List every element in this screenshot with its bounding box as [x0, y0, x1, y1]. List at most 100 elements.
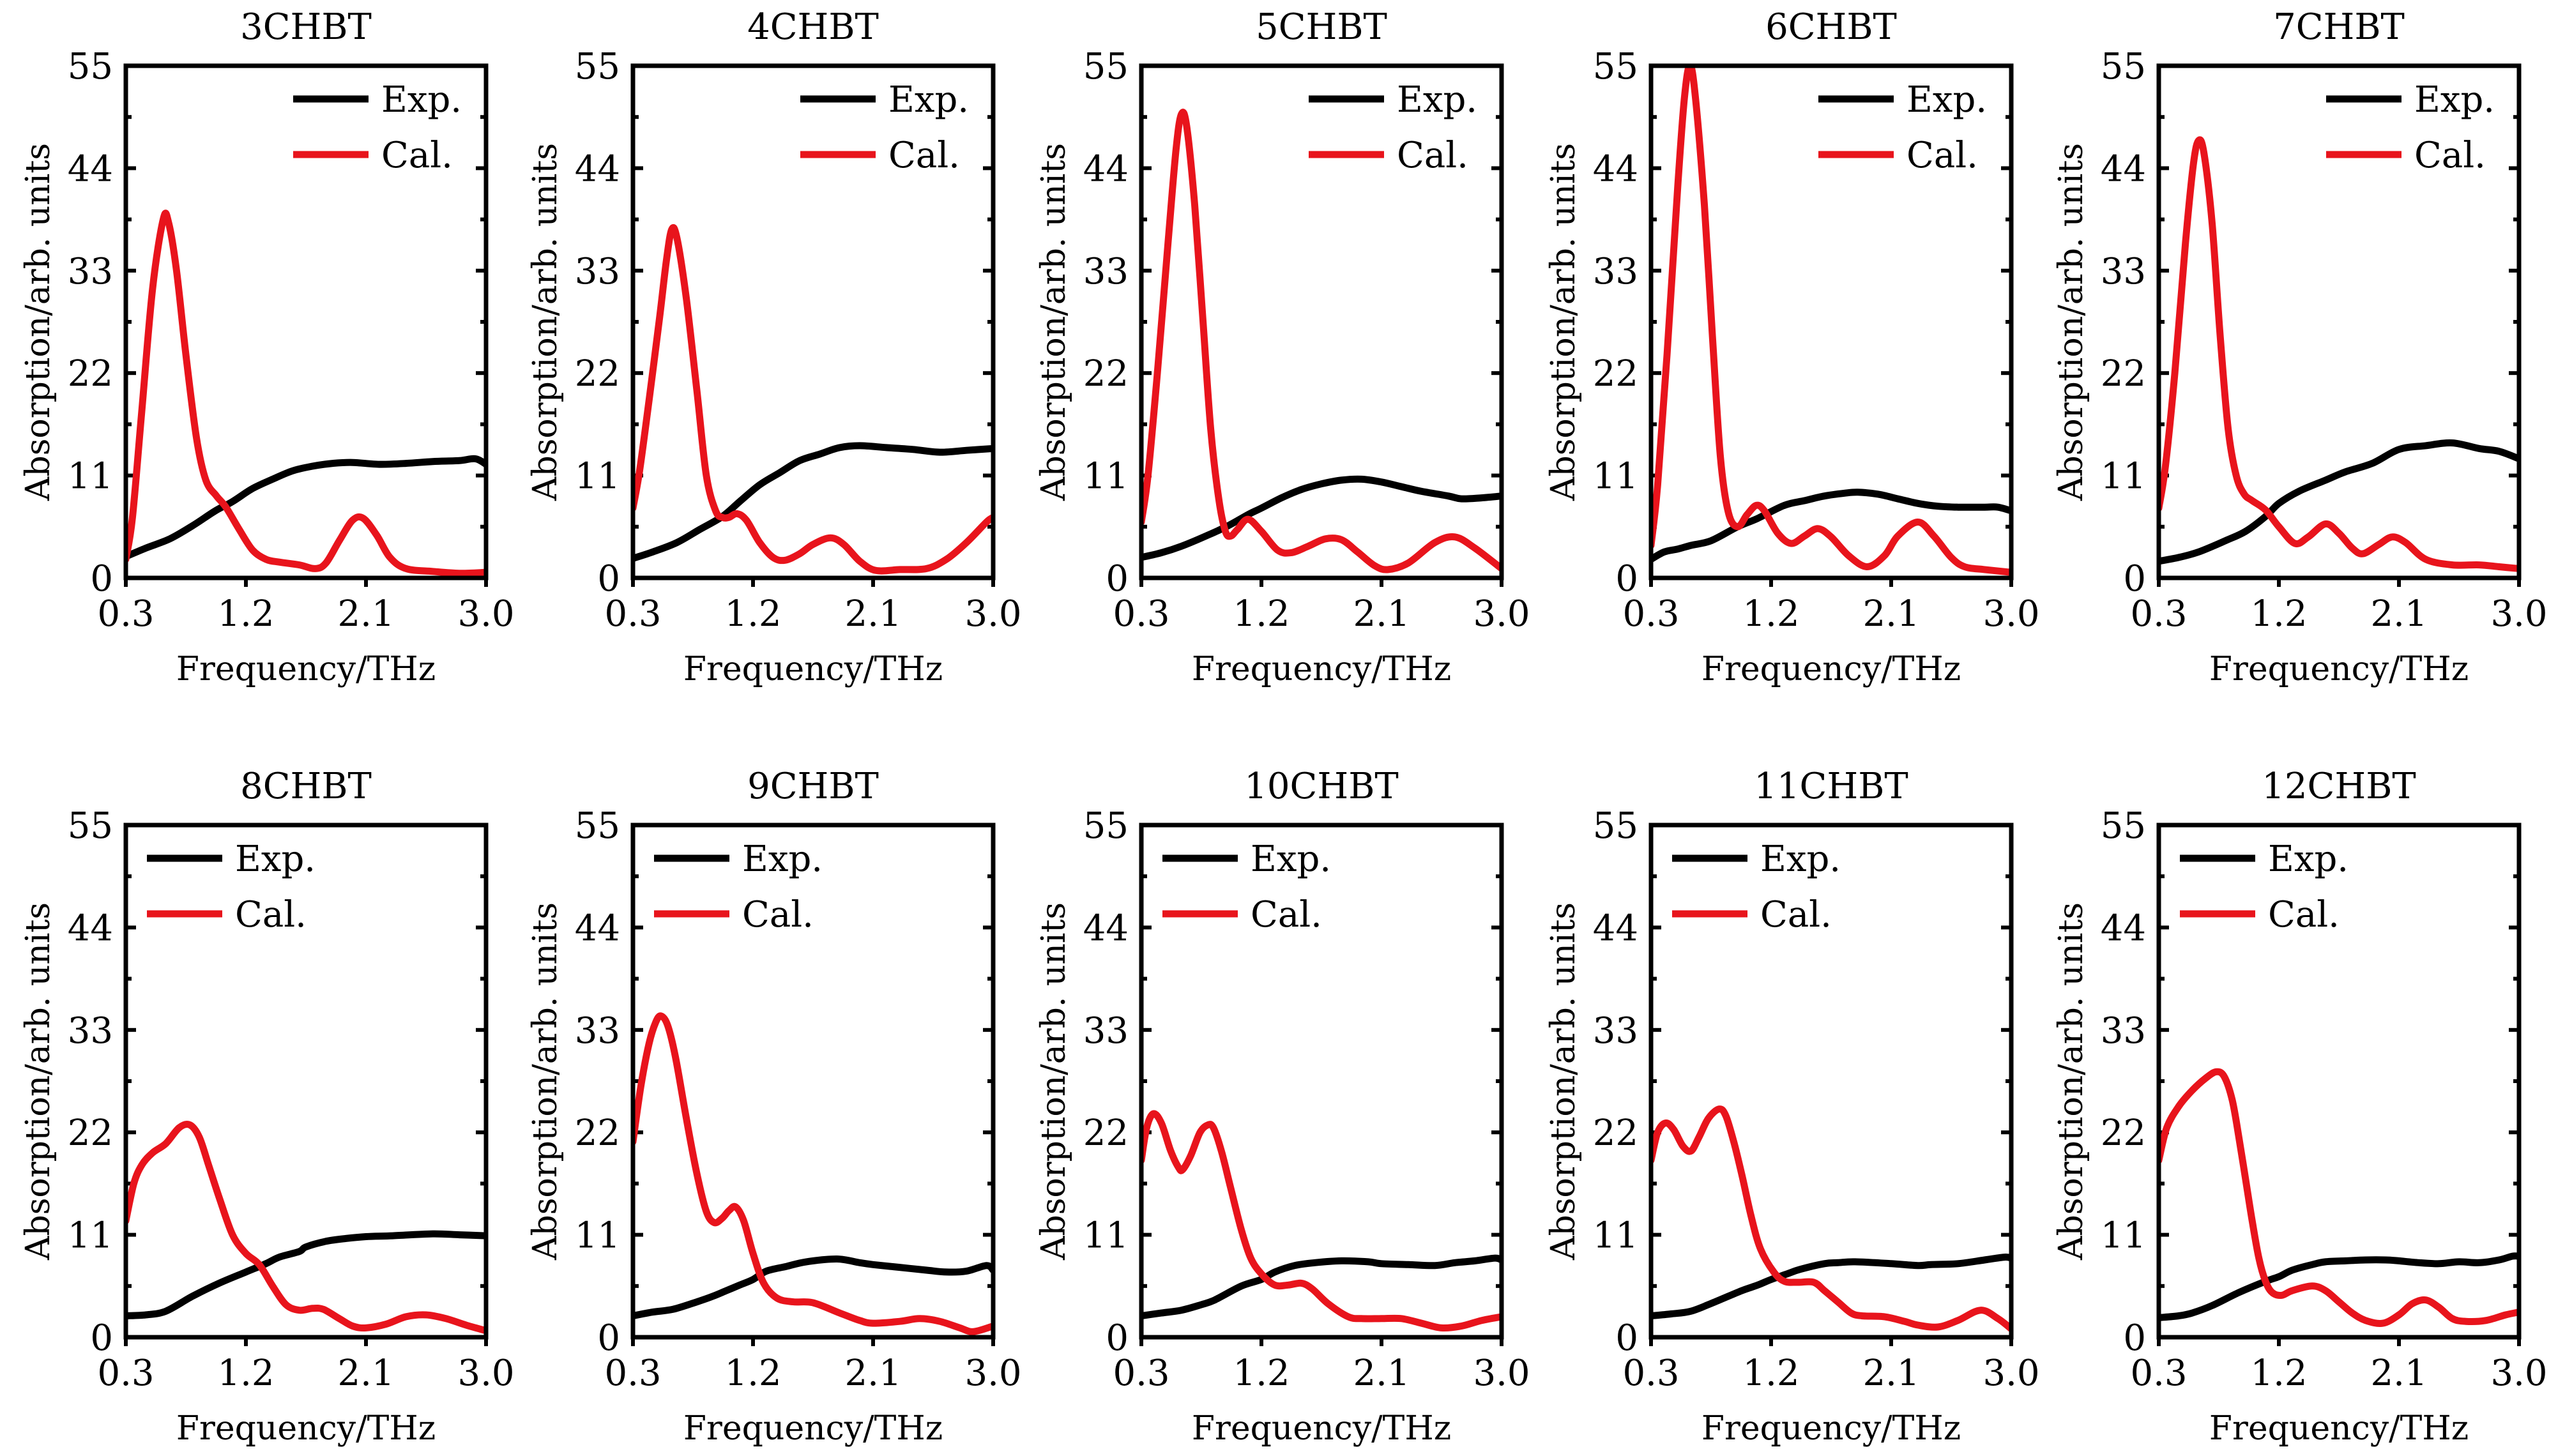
y-tick-label: 44	[575, 148, 620, 190]
y-tick-label: 11	[68, 456, 113, 497]
y-tick-label: 55	[2101, 805, 2146, 847]
x-tick-label: 0.3	[1622, 1353, 1679, 1394]
y-tick-label: 44	[575, 907, 620, 949]
x-tick-label: 0.3	[1113, 1353, 1169, 1394]
series-line-exp	[1141, 475, 1502, 561]
x-tick-label: 2.1	[1353, 593, 1410, 635]
y-tick-label: 44	[1083, 148, 1129, 190]
series-line-cal	[633, 224, 993, 575]
x-tick-label: 2.1	[1353, 1353, 1410, 1394]
y-tick-label: 33	[2101, 1010, 2146, 1052]
legend: Exp. Cal.	[1309, 79, 1477, 176]
legend-label-exp: Exp.	[888, 79, 969, 121]
x-tick-label: 1.2	[1233, 593, 1290, 635]
y-tick-label: 55	[2101, 46, 2146, 87]
panel-3chbt: 3CHBT 0 11 22 33 44 55 0.3 1.2 2.1 3.0 Frequency/TH…	[19, 6, 515, 688]
legend: Exp. Cal.	[2180, 838, 2348, 936]
panel-4chbt: 4CHBT 0 11 22 33 44 55 0.3 1.2 2.1 3.0 Frequency/TH…	[526, 6, 1022, 688]
series-line-exp	[126, 1230, 486, 1319]
y-tick-label: 33	[1083, 1010, 1129, 1052]
plot-area	[1141, 109, 1502, 573]
x-axis-label: Frequency/THz	[683, 1409, 943, 1448]
x-tick-label: 2.1	[2370, 593, 2427, 635]
x-tick-label: 1.2	[724, 1353, 781, 1394]
legend-label-cal: Cal.	[1907, 135, 1978, 176]
y-tick-label: 44	[68, 907, 113, 949]
axes-frame	[1139, 63, 1504, 580]
legend: Exp. Cal.	[1162, 838, 1331, 936]
y-tick-label: 0	[90, 558, 113, 600]
x-tick-label: 2.1	[844, 1353, 901, 1394]
panel-5chbt: 5CHBT 0 11 22 33 44 55 0.3 1.2 2.1 3.0 Frequency/TH…	[1035, 6, 1530, 688]
y-tick-label: 11	[2101, 456, 2146, 497]
y-axis-label: Absorption/arb. units	[2052, 902, 2090, 1261]
legend: Exp. Cal.	[293, 79, 462, 176]
y-tick-label: 55	[1083, 805, 1129, 847]
y-tick-label: 11	[575, 456, 620, 497]
x-axis-label: Frequency/THz	[1701, 650, 1961, 688]
y-tick-label: 22	[1593, 353, 1638, 395]
legend-label-exp: Exp.	[742, 838, 823, 880]
y-tick-label: 33	[1083, 251, 1129, 292]
y-tick-label: 0	[1615, 558, 1638, 600]
y-tick-label: 55	[575, 805, 620, 847]
y-tick-label: 44	[2101, 907, 2146, 949]
legend-label-cal: Cal.	[381, 135, 453, 176]
x-tick-label: 1.2	[217, 1353, 274, 1394]
y-axis-label: Absorption/arb. units	[19, 902, 57, 1261]
y-tick-label: 55	[1593, 46, 1638, 87]
y-tick-label: 55	[1593, 805, 1638, 847]
plot-area	[633, 224, 993, 575]
legend-label-exp: Exp.	[1251, 838, 1331, 880]
y-tick-label: 11	[68, 1215, 113, 1257]
axes-frame	[630, 63, 996, 580]
x-tick-label: 2.1	[1862, 593, 1919, 635]
panel-6chbt: 6CHBT 0 11 22 33 44 55 0.3 1.2 2.1 3.0 Frequency/TH…	[1544, 6, 2040, 688]
series-line-cal	[633, 1012, 993, 1335]
series-line-cal	[2159, 1068, 2519, 1327]
legend: Exp. Cal.	[1818, 79, 1987, 176]
y-axis-label: Absorption/arb. units	[2052, 143, 2090, 501]
legend: Exp. Cal.	[1672, 838, 1841, 936]
x-tick-label: 3.0	[1983, 1353, 2039, 1394]
series-line-exp	[633, 442, 993, 562]
x-tick-label: 3.0	[2490, 1353, 2547, 1394]
y-tick-label: 11	[1083, 456, 1129, 497]
x-tick-label: 3.0	[457, 1353, 514, 1394]
x-axis-label: Frequency/THz	[683, 650, 943, 688]
series-line-exp	[126, 455, 486, 560]
x-tick-label: 0.3	[97, 1353, 154, 1394]
legend-label-exp: Exp.	[235, 838, 316, 880]
x-axis-label: Frequency/THz	[2209, 1409, 2469, 1448]
y-tick-label: 44	[1593, 148, 1638, 190]
y-axis-label: Absorption/arb. units	[19, 143, 57, 501]
y-tick-label: 22	[2101, 353, 2146, 395]
y-tick-label: 0	[1106, 558, 1129, 600]
panel-title: 9CHBT	[747, 766, 879, 807]
legend-label-exp: Exp.	[1760, 838, 1841, 880]
x-tick-label: 3.0	[1983, 593, 2039, 635]
legend-label-cal: Cal.	[742, 894, 814, 936]
series-line-exp	[633, 1255, 993, 1319]
panel-title: 6CHBT	[1765, 6, 1897, 48]
y-tick-label: 0	[1615, 1317, 1638, 1359]
y-tick-label: 22	[68, 353, 113, 395]
y-tick-label: 33	[2101, 251, 2146, 292]
x-tick-label: 1.2	[724, 593, 781, 635]
legend-label-exp: Exp.	[381, 79, 462, 121]
y-tick-label: 22	[1083, 353, 1129, 395]
series-line-cal	[2159, 136, 2519, 572]
x-tick-label: 2.1	[2370, 1353, 2427, 1394]
plot-area	[2159, 1068, 2519, 1327]
panel-title: 4CHBT	[747, 6, 879, 48]
x-axis-label: Frequency/THz	[176, 650, 436, 688]
y-tick-label: 33	[575, 1010, 620, 1052]
legend: Exp. Cal.	[2326, 79, 2495, 176]
y-axis-label: Absorption/arb. units	[1544, 902, 1583, 1261]
legend-label-exp: Exp.	[1907, 79, 1987, 121]
y-axis-label: Absorption/arb. units	[526, 902, 565, 1261]
panel-title: 11CHBT	[1754, 766, 1908, 807]
y-tick-label: 55	[1083, 46, 1129, 87]
plot-area	[1651, 66, 2011, 576]
y-tick-label: 33	[1593, 1010, 1638, 1052]
